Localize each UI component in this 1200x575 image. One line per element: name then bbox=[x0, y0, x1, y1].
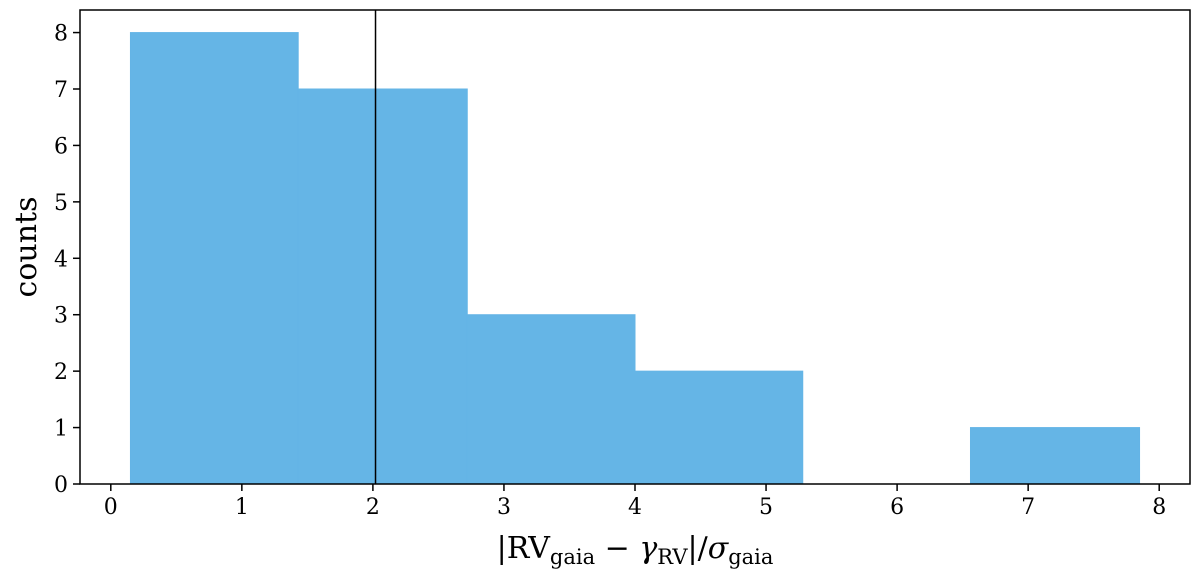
bar bbox=[634, 370, 804, 485]
x-axis-label-part: − bbox=[595, 531, 639, 566]
x-tick-label: 7 bbox=[1021, 495, 1035, 520]
x-axis-label-part: RV bbox=[657, 545, 688, 569]
y-tick-label: 4 bbox=[54, 247, 68, 272]
y-tick-label: 5 bbox=[54, 191, 68, 216]
x-axis-label-part: γ bbox=[639, 531, 657, 566]
y-tick-label: 1 bbox=[54, 417, 68, 442]
x-axis-label-part: gaia bbox=[728, 545, 773, 569]
x-tick-label: 3 bbox=[497, 495, 511, 520]
x-tick-label: 0 bbox=[104, 495, 118, 520]
y-tick-label: 6 bbox=[54, 134, 68, 159]
bar bbox=[297, 88, 468, 485]
x-axis-label-part: σ bbox=[708, 531, 730, 566]
x-axis-label-part: |RV bbox=[497, 531, 552, 566]
x-tick-label: 8 bbox=[1152, 495, 1166, 520]
x-tick-label: 5 bbox=[759, 495, 773, 520]
bar bbox=[129, 32, 299, 485]
y-tick-label: 7 bbox=[54, 78, 68, 103]
x-axis-label-part: |/ bbox=[687, 531, 708, 566]
x-tick-label: 6 bbox=[890, 495, 904, 520]
x-tick-label: 2 bbox=[366, 495, 380, 520]
y-tick-label: 8 bbox=[54, 22, 68, 47]
x-tick-label: 4 bbox=[628, 495, 642, 520]
bar bbox=[466, 314, 636, 485]
bar bbox=[969, 427, 1141, 485]
x-tick-label: 1 bbox=[235, 495, 249, 520]
y-tick-label: 3 bbox=[54, 304, 68, 329]
y-axis-label: counts bbox=[9, 197, 44, 298]
y-tick-label: 2 bbox=[54, 360, 68, 385]
y-tick-label: 0 bbox=[54, 473, 68, 498]
x-axis-label-part: gaia bbox=[550, 545, 595, 569]
x-axis-label: |RVgaia − γRV|/σgaia bbox=[497, 531, 774, 569]
